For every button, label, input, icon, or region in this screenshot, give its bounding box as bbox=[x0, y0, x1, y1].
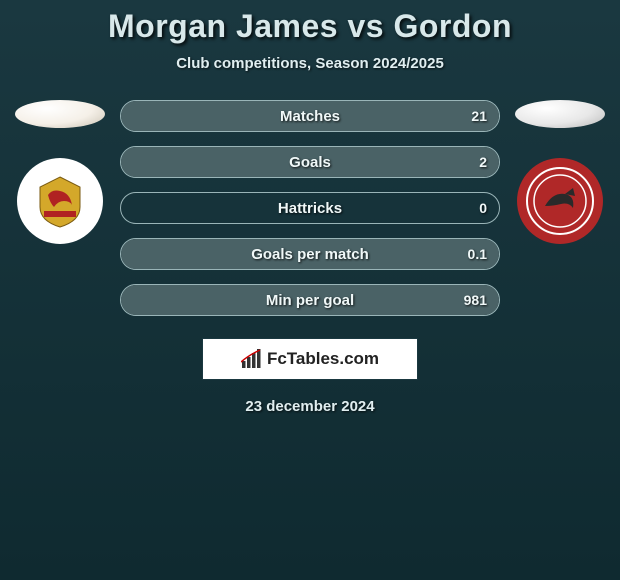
date-text: 23 december 2024 bbox=[0, 398, 620, 415]
stat-label: Goals per match bbox=[251, 246, 369, 263]
right-player-oval bbox=[515, 100, 605, 128]
left-team-crest bbox=[17, 158, 103, 244]
brand-text: FcTables.com bbox=[267, 349, 379, 369]
page-title: Morgan James vs Gordon bbox=[0, 8, 620, 45]
brand-box[interactable]: FcTables.com bbox=[202, 338, 418, 380]
stat-bar-goals: Goals 2 bbox=[120, 146, 500, 178]
left-player-oval bbox=[15, 100, 105, 128]
walsall-crest-icon bbox=[525, 166, 595, 236]
doncaster-crest-icon bbox=[30, 171, 90, 231]
stat-bar-hattricks: Hattricks 0 bbox=[120, 192, 500, 224]
stat-bar-matches: Matches 21 bbox=[120, 100, 500, 132]
stat-label: Min per goal bbox=[266, 292, 354, 309]
subtitle: Club competitions, Season 2024/2025 bbox=[0, 55, 620, 72]
comparison-card: Morgan James vs Gordon Club competitions… bbox=[0, 0, 620, 415]
stat-value-right: 0 bbox=[479, 200, 487, 216]
left-player-col bbox=[10, 100, 110, 244]
stat-value-right: 0.1 bbox=[468, 246, 487, 262]
stat-bar-min-per-goal: Min per goal 981 bbox=[120, 284, 500, 316]
main-row: Matches 21 Goals 2 Hattricks 0 Goals per match… bbox=[0, 100, 620, 316]
right-player-col bbox=[510, 100, 610, 244]
bar-chart-icon bbox=[241, 349, 263, 369]
right-team-crest bbox=[517, 158, 603, 244]
stat-value-right: 981 bbox=[464, 292, 487, 308]
stat-label: Matches bbox=[280, 108, 340, 125]
stats-column: Matches 21 Goals 2 Hattricks 0 Goals per match… bbox=[110, 100, 510, 316]
stat-value-right: 2 bbox=[479, 154, 487, 170]
stat-label: Hattricks bbox=[278, 200, 342, 217]
stat-bar-goals-per-match: Goals per match 0.1 bbox=[120, 238, 500, 270]
stat-label: Goals bbox=[289, 154, 331, 171]
stat-value-right: 21 bbox=[471, 108, 487, 124]
